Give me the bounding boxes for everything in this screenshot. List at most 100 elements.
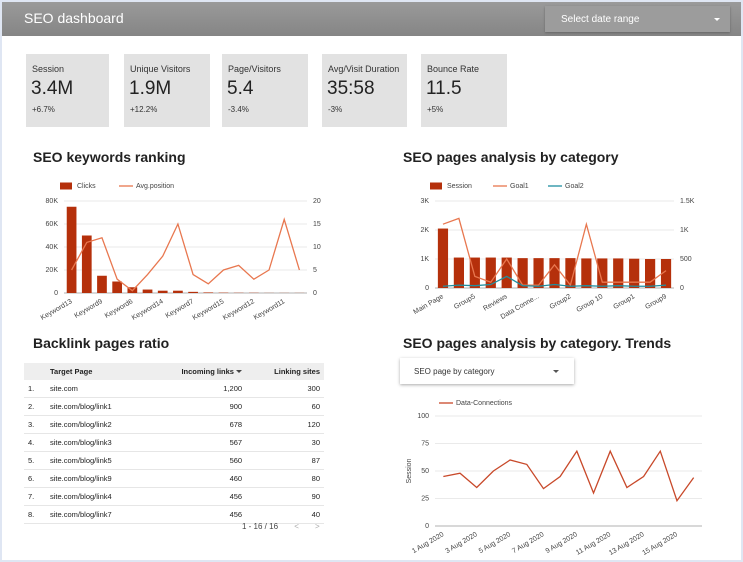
kpi-label: Avg/Visit Duration	[328, 64, 400, 74]
legend-label: Clicks	[77, 183, 96, 190]
bar	[157, 290, 168, 293]
date-range-label: Select date range	[561, 14, 640, 25]
bar	[597, 258, 608, 288]
category-select-label: SEO page by category	[414, 367, 495, 376]
header: SEO dashboard Select date range	[2, 2, 741, 36]
y-tick-label: 20K	[46, 267, 59, 274]
table-row: 4. site.com/blog/link3 567 30	[24, 433, 324, 452]
chart-title: SEO keywords ranking	[33, 149, 186, 165]
y-tick-label: 0	[425, 523, 429, 530]
x-tick-label: 11 Aug 2020	[575, 531, 612, 557]
x-tick-label: Keyword13	[40, 298, 74, 322]
x-tick-label: 1 Aug 2020	[411, 531, 445, 555]
chart-title: SEO pages analysis by category. Trends	[403, 335, 672, 351]
table-cell: 4.	[24, 433, 46, 452]
x-tick-label: Keyword7	[165, 298, 196, 320]
kpi-change: -3.4%	[228, 105, 249, 114]
table-cell: 7.	[24, 487, 46, 506]
column-header: Linking sites	[246, 363, 324, 380]
table-cell: 60	[246, 397, 324, 416]
line	[443, 449, 695, 503]
y-tick-label: 0	[425, 285, 429, 292]
category-select[interactable]: SEO page by category	[400, 358, 574, 384]
kpi-label: Unique Visitors	[130, 64, 191, 74]
bar	[533, 258, 544, 288]
table-cell: 8.	[24, 505, 46, 524]
table-cell: 300	[246, 380, 324, 398]
bar	[81, 235, 92, 293]
x-tick-label: Keyword6	[104, 298, 135, 320]
kpi-label: Session	[32, 64, 65, 74]
x-tick-label: Keyword11	[253, 298, 286, 321]
x-tick-label: Group5	[453, 293, 477, 311]
kpi-change: +5%	[427, 105, 444, 114]
table-cell: 456	[146, 505, 247, 524]
x-tick-label: Reviews	[482, 293, 509, 313]
prev-page[interactable]: <	[294, 522, 299, 531]
y-tick-label: 10	[313, 244, 321, 251]
line	[442, 275, 667, 287]
bar	[97, 275, 107, 293]
table-cell: site.com/blog/link7	[46, 505, 147, 524]
y-tick-label: 2K	[420, 227, 429, 234]
kpi-value: 1.9M	[129, 78, 172, 99]
bar	[645, 259, 656, 288]
legend-swatch	[430, 182, 442, 190]
kpi-card: Page/Visitors 5.4 -3.4%	[222, 54, 308, 127]
bar	[549, 258, 560, 288]
table-cell: 6.	[24, 469, 46, 488]
table-cell: site.com/blog/link3	[46, 433, 147, 452]
y-tick-label: 75	[421, 440, 429, 447]
bar	[613, 258, 624, 288]
y-tick-label: 1K	[680, 227, 689, 234]
next-page[interactable]: >	[314, 522, 320, 531]
table-cell: 560	[146, 451, 247, 470]
line	[442, 217, 667, 287]
table-title: Backlink pages ratio	[33, 335, 170, 351]
table-cell: site.com/blog/link1	[46, 397, 147, 416]
kpi-value: 3.4M	[31, 78, 74, 99]
table-cell: 1.	[24, 380, 46, 398]
y-tick-label: 80K	[46, 198, 59, 205]
bar	[517, 258, 528, 288]
bar	[629, 258, 640, 288]
x-tick-label: 3 Aug 2020	[444, 531, 478, 555]
x-tick-label: 9 Aug 2020	[545, 531, 579, 555]
y-tick-label: 0	[680, 285, 684, 292]
x-tick-label: 15 Aug 2020	[641, 531, 679, 557]
kpi-change: +6.7%	[32, 105, 55, 114]
x-tick-label: 7 Aug 2020	[511, 531, 545, 555]
table-cell: 1,200	[146, 380, 247, 398]
legend-label: Goal1	[510, 183, 529, 190]
bar	[112, 281, 123, 293]
column-header-label: Incoming links	[181, 367, 234, 376]
x-tick-label: Keyword14	[131, 298, 165, 322]
y-tick-label: 500	[680, 256, 692, 263]
kpi-value: 11.5	[426, 78, 462, 99]
y-tick-label: 1K	[420, 256, 429, 263]
y-tick-label: 20	[313, 198, 321, 205]
y-tick-label: 15	[313, 221, 321, 228]
y-tick-label: 5	[313, 267, 317, 274]
table-cell: 90	[246, 487, 324, 506]
bar	[485, 257, 496, 288]
bar	[565, 258, 576, 288]
kpi-label: Bounce Rate	[427, 64, 480, 74]
kpi-value: 35:58	[327, 78, 375, 99]
column-header[interactable]: Incoming links	[146, 363, 247, 380]
y-axis-label: Session	[406, 458, 413, 483]
x-tick-label: Group1	[612, 293, 636, 311]
table-row: 3. site.com/blog/link2 678 120	[24, 415, 324, 434]
y-tick-label: 0	[313, 290, 317, 297]
table-cell: 456	[146, 487, 247, 506]
bar	[173, 290, 183, 293]
sort-arrow	[236, 370, 243, 373]
x-tick-label: Keyword15	[192, 298, 226, 322]
kpi-value: 5.4	[227, 78, 254, 99]
kpi-card: Session 3.4M +6.7%	[26, 54, 109, 127]
table-cell: site.com/blog/link5	[46, 451, 147, 470]
date-range-select[interactable]: Select date range	[545, 6, 730, 32]
x-tick-label: 5 Aug 2020	[478, 531, 512, 555]
chart-title: SEO pages analysis by category	[403, 149, 619, 165]
y-tick-label: 60K	[46, 221, 59, 228]
